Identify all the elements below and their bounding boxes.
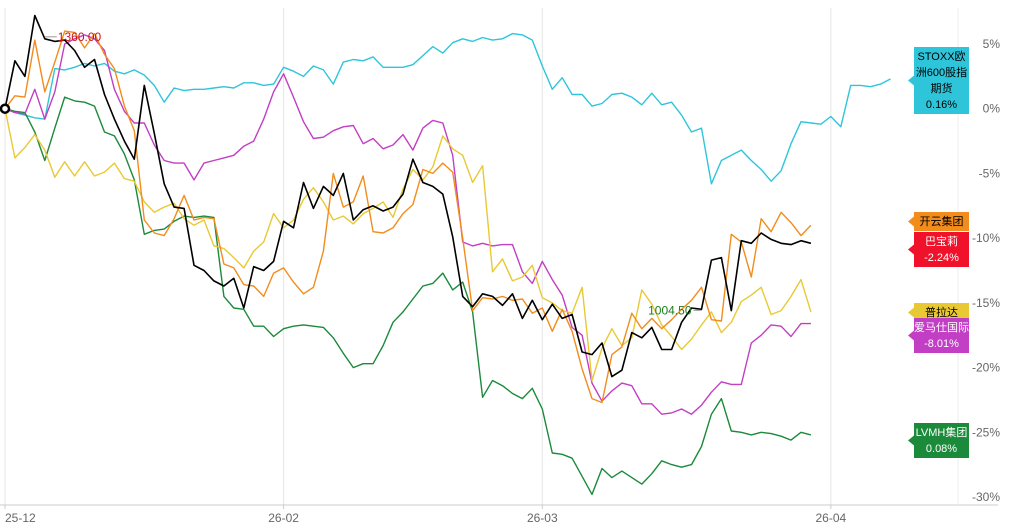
annotations: 1360.00 1004.50: [44, 30, 702, 317]
y-tick-label: -10%: [972, 231, 1000, 245]
end-tag-pointer: [908, 307, 914, 318]
end-tag-label: 巴宝莉: [925, 234, 958, 248]
high-annotation-label: 1360.00: [58, 30, 102, 44]
end-tag-pointer: [908, 216, 914, 227]
end-tag-pointer: [908, 244, 914, 255]
end-tag-label: 0.08%: [926, 443, 957, 455]
series-line-5: [4, 96, 812, 496]
y-axis: 5% 0% -5% -10% -15% -20% -25% -30%: [972, 37, 1000, 504]
x-tick-label: 26-03: [527, 511, 558, 525]
end-tag-5: LVMH集团 0.08%: [908, 423, 969, 458]
end-tag-label: 洲600股指: [916, 65, 967, 79]
end-tag-pointer: [908, 435, 914, 446]
end-tag-label: 0.16%: [926, 99, 957, 111]
y-tick-label: -5%: [979, 166, 1001, 180]
end-tag-label: -8.01%: [924, 338, 959, 350]
x-tick-label: 26-02: [268, 511, 299, 525]
end-tag-label: 期货: [931, 81, 953, 95]
series-line-3: [4, 108, 812, 382]
x-tick-label: 26-04: [815, 511, 846, 525]
y-tick-label: 5%: [983, 37, 1001, 51]
end-tag-1: 开云集团: [908, 212, 969, 231]
end-tag-2: 巴宝莉 -2.24%: [908, 232, 969, 267]
series-line-1: [4, 30, 812, 404]
grid-lines: [0, 8, 998, 506]
end-tag-label: 开云集团: [920, 214, 964, 228]
series-lines: [0, 14, 891, 496]
end-tag-3: 普拉达: [908, 303, 969, 322]
y-tick-label: 0%: [983, 102, 1001, 116]
end-tag-pointer: [908, 330, 914, 341]
low-annotation-label: 1004.50: [648, 303, 692, 317]
end-tag-label: 爱马仕国际: [914, 321, 969, 334]
end-tag-box: [914, 423, 969, 458]
end-tag-label: -2.24%: [924, 252, 959, 264]
start-point-marker: [0, 103, 11, 114]
end-tag-box: [914, 47, 969, 114]
end-tag-pointer: [908, 75, 914, 86]
series-line-2: [4, 14, 812, 378]
y-tick-label: -25%: [972, 425, 1000, 439]
end-tag-label: 普拉达: [925, 305, 958, 319]
series-line-0: [4, 32, 891, 185]
y-tick-label: -30%: [972, 490, 1000, 504]
end-tag-box: [914, 318, 969, 353]
y-tick-label: -20%: [972, 361, 1000, 375]
end-tag-label: STOXX欧: [917, 50, 965, 63]
end-tag-box: [914, 303, 969, 322]
end-tag-box: [914, 212, 969, 231]
end-tag-label: LVMH集团: [916, 425, 968, 439]
end-tag-box: [914, 232, 969, 267]
x-tick-label: 25-12: [5, 511, 36, 525]
end-value-tags: STOXX欧洲600股指期货0.16%开云集团巴宝莉-2.24%普拉达爱马仕国际…: [908, 47, 969, 458]
x-axis: 25-12 26-02 26-03 26-04: [4, 505, 847, 525]
series-line-4: [4, 34, 811, 415]
end-tag-4: 爱马仕国际 -8.01%: [908, 318, 969, 353]
y-tick-label: -15%: [972, 296, 1000, 310]
